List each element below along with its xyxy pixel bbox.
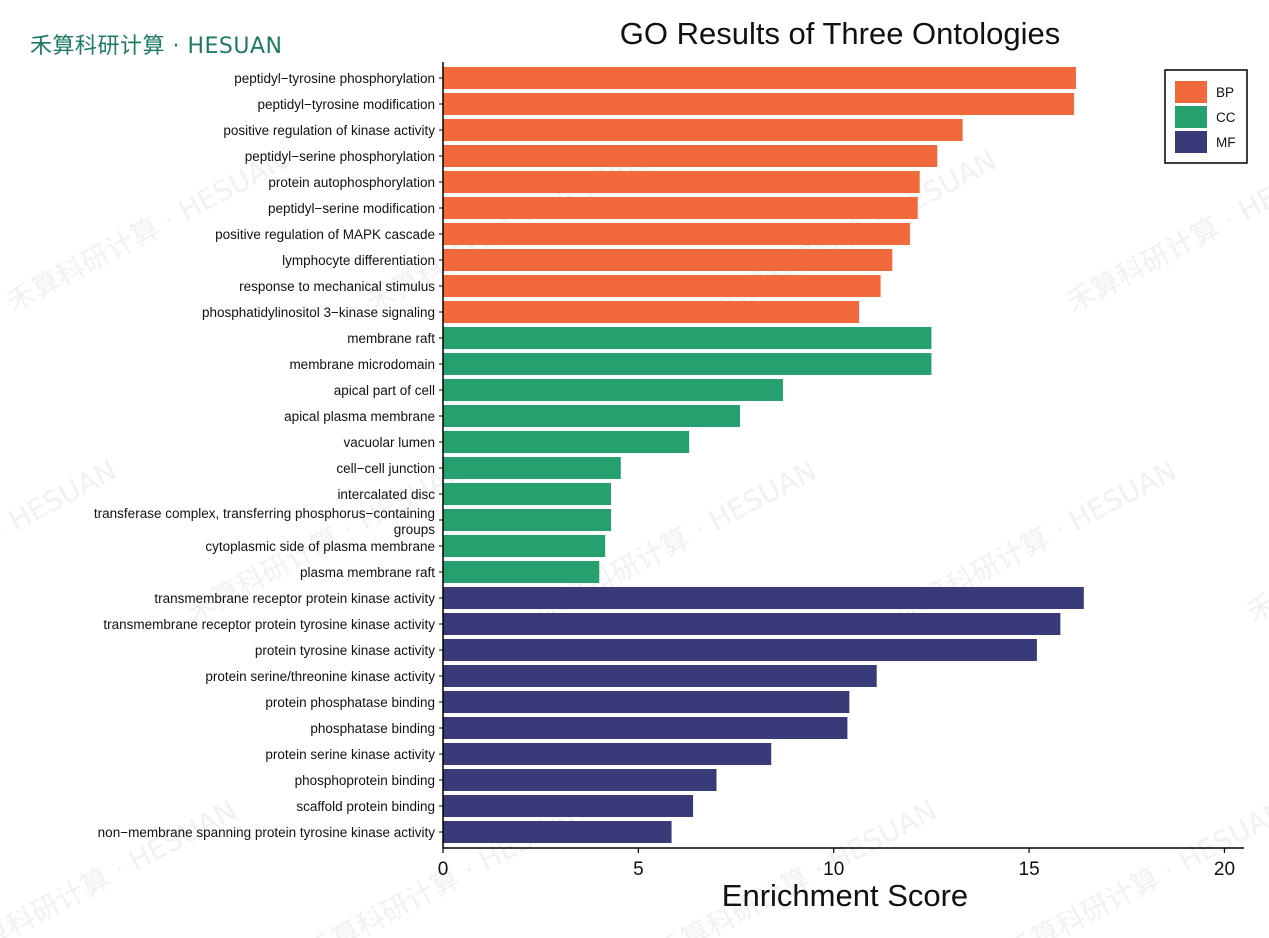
bar-bp: [443, 119, 963, 141]
legend: BP CC MF: [1164, 69, 1248, 164]
bar-mf: [443, 665, 877, 687]
x-axis-title: Enrichment Score: [722, 878, 968, 913]
x-tick-label: 15: [1019, 859, 1040, 880]
x-tick-label: 10: [823, 859, 844, 880]
y-tick-label: protein tyrosine kinase activity: [255, 643, 435, 658]
bar-mf: [443, 587, 1084, 609]
y-tick-label: apical plasma membrane: [284, 409, 435, 424]
legend-swatch-mf: [1175, 131, 1207, 153]
bar-bp: [443, 249, 893, 271]
bar-bp: [443, 223, 910, 245]
bar-mf: [443, 691, 850, 713]
bar-cc: [443, 353, 932, 375]
y-tick-label: positive regulation of kinase activity: [223, 123, 435, 138]
y-tick-label: peptidyl−tyrosine phosphorylation: [234, 71, 435, 86]
y-tick-label: cytoplasmic side of plasma membrane: [205, 539, 435, 554]
bar-cc: [443, 327, 932, 349]
y-tick-label: response to mechanical stimulus: [239, 279, 435, 294]
bar-cc: [443, 379, 783, 401]
legend-swatch-cc: [1175, 106, 1207, 128]
y-tick-label: plasma membrane raft: [300, 565, 435, 580]
y-tick-label: membrane raft: [347, 331, 435, 346]
y-tick-label: vacuolar lumen: [343, 435, 435, 450]
bar-mf: [443, 639, 1037, 661]
y-tick-label: phosphoprotein binding: [295, 773, 435, 788]
y-tick-label: phosphatase binding: [310, 721, 435, 736]
legend-label-cc: CC: [1216, 110, 1236, 125]
bar-cc: [443, 483, 612, 505]
bars-group: [443, 67, 1084, 843]
y-tick-label: peptidyl−serine modification: [268, 201, 435, 216]
bar-bp: [443, 301, 860, 323]
y-tick-label: protein phosphatase binding: [265, 695, 435, 710]
x-tick-label: 20: [1214, 859, 1235, 880]
bar-mf: [443, 743, 772, 765]
legend-label-bp: BP: [1216, 85, 1234, 100]
y-tick-label: non−membrane spanning protein tyrosine k…: [98, 825, 436, 840]
bar-mf: [443, 769, 717, 791]
bar-bp: [443, 171, 920, 193]
y-tick-label: protein serine kinase activity: [265, 747, 435, 762]
bar-bp: [443, 145, 938, 167]
y-tick-label: transferase complex, transferring phosph…: [94, 506, 435, 537]
bar-cc: [443, 535, 606, 557]
bar-cc: [443, 509, 612, 531]
y-tick-label: transmembrane receptor protein tyrosine …: [103, 617, 435, 632]
bar-cc: [443, 431, 690, 453]
brand-logo-text: 禾算科研计算 · HESUAN: [30, 34, 283, 59]
bar-mf: [443, 821, 672, 843]
legend-label-mf: MF: [1216, 135, 1236, 150]
y-tick-label: cell−cell junction: [336, 461, 435, 476]
y-tick-label: lymphocyte differentiation: [282, 253, 435, 268]
bar-cc: [443, 561, 600, 583]
y-tick-label: phosphatidylinositol 3−kinase signaling: [202, 305, 435, 320]
bar-mf: [443, 717, 848, 739]
x-tick-label: 0: [438, 859, 449, 880]
y-tick-label: protein serine/threonine kinase activity: [205, 669, 435, 684]
y-tick-label: apical part of cell: [334, 383, 435, 398]
bar-mf: [443, 795, 694, 817]
x-axis: 0 5 10 15 20: [438, 62, 1244, 880]
bar-bp: [443, 197, 918, 219]
bar-cc: [443, 405, 740, 427]
y-tick-label: peptidyl−tyrosine modification: [258, 97, 435, 112]
legend-swatch-bp: [1175, 81, 1207, 103]
y-tick-label: protein autophosphorylation: [268, 175, 435, 190]
category-labels-group: peptidyl−tyrosine phosphorylation peptidy…: [94, 71, 435, 840]
x-tick-label: 5: [633, 859, 644, 880]
y-tick-label: peptidyl−serine phosphorylation: [245, 149, 435, 164]
chart-title: GO Results of Three Ontologies: [619, 16, 1061, 51]
bar-bp: [443, 93, 1075, 115]
bar-cc: [443, 457, 621, 479]
y-tick-label: transmembrane receptor protein kinase ac…: [154, 591, 435, 606]
y-tick-label: positive regulation of MAPK cascade: [215, 227, 435, 242]
bar-mf: [443, 613, 1061, 635]
bar-bp: [443, 67, 1076, 89]
bar-bp: [443, 275, 881, 297]
y-tick-label: membrane microdomain: [289, 357, 435, 372]
y-tick-label: scaffold protein binding: [296, 799, 435, 814]
y-tick-label: intercalated disc: [337, 487, 435, 502]
